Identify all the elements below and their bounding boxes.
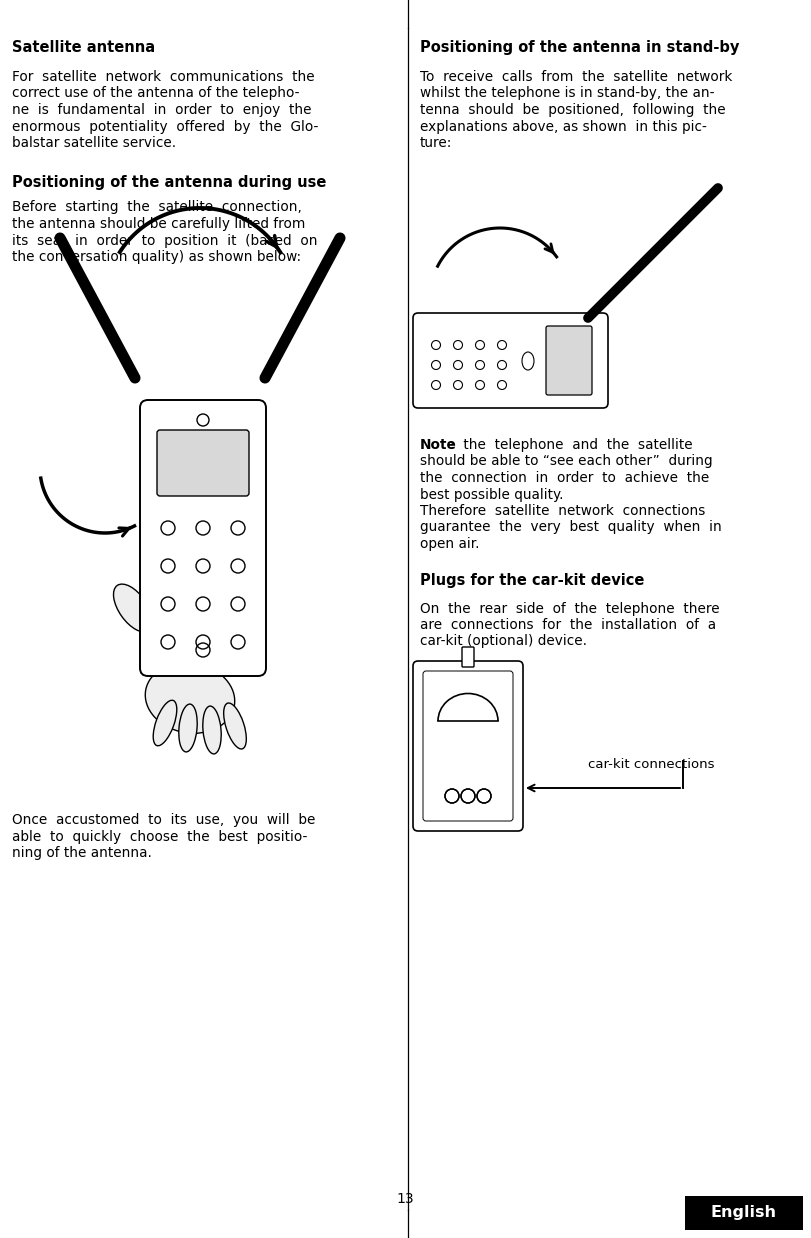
Text: its  seat  in  order  to  position  it  (based  on: its seat in order to position it (based … (12, 234, 317, 248)
Text: ne  is  fundamental  in  order  to  enjoy  the: ne is fundamental in order to enjoy the (12, 103, 311, 118)
Text: Satellite antenna: Satellite antenna (12, 40, 155, 54)
Text: whilst the telephone is in stand-by, the an-: whilst the telephone is in stand-by, the… (420, 87, 714, 100)
Text: the conversation quality) as shown below:: the conversation quality) as shown below… (12, 250, 301, 264)
Text: Therefore  satellite  network  connections: Therefore satellite network connections (420, 504, 706, 517)
Text: car-kit (optional) device.: car-kit (optional) device. (420, 635, 587, 649)
Text: For  satellite  network  communications  the: For satellite network communications the (12, 71, 315, 84)
Ellipse shape (224, 703, 247, 749)
Text: balstar satellite service.: balstar satellite service. (12, 136, 176, 150)
Text: Positioning of the antenna during use: Positioning of the antenna during use (12, 175, 326, 189)
FancyBboxPatch shape (413, 313, 608, 409)
Text: explanations above, as shown  in this pic-: explanations above, as shown in this pic… (420, 120, 707, 134)
Text: Plugs for the car-kit device: Plugs for the car-kit device (420, 573, 645, 588)
Text: :  the  telephone  and  the  satellite: : the telephone and the satellite (450, 438, 693, 452)
FancyBboxPatch shape (423, 671, 513, 821)
Text: guarantee  the  very  best  quality  when  in: guarantee the very best quality when in (420, 520, 722, 535)
Text: Before  starting  the  satellite  connection,: Before starting the satellite connection… (12, 201, 302, 214)
Text: tenna  should  be  positioned,  following  the: tenna should be positioned, following th… (420, 103, 726, 118)
Text: best possible quality.: best possible quality. (420, 488, 564, 501)
Ellipse shape (203, 706, 221, 754)
Ellipse shape (145, 662, 234, 733)
Text: open air.: open air. (420, 537, 479, 551)
Ellipse shape (522, 352, 534, 370)
FancyBboxPatch shape (546, 326, 592, 395)
Text: ture:: ture: (420, 136, 453, 150)
Text: the antenna should be carefully lifted from: the antenna should be carefully lifted f… (12, 217, 306, 232)
Text: On  the  rear  side  of  the  telephone  there: On the rear side of the telephone there (420, 602, 719, 615)
Text: Note: Note (420, 438, 457, 452)
Text: car-kit connections: car-kit connections (588, 758, 714, 771)
FancyBboxPatch shape (157, 430, 249, 496)
Ellipse shape (178, 704, 197, 751)
Ellipse shape (114, 584, 152, 631)
FancyBboxPatch shape (685, 1196, 803, 1231)
Text: English: English (711, 1206, 777, 1221)
Text: enormous  potentiality  offered  by  the  Glo-: enormous potentiality offered by the Glo… (12, 120, 319, 134)
Text: the  connection  in  order  to  achieve  the: the connection in order to achieve the (420, 470, 710, 485)
Text: are  connections  for  the  installation  of  a: are connections for the installation of … (420, 618, 716, 633)
Text: able  to  quickly  choose  the  best  positio-: able to quickly choose the best positio- (12, 829, 307, 843)
FancyBboxPatch shape (140, 400, 266, 676)
FancyBboxPatch shape (434, 780, 502, 812)
Text: 13: 13 (397, 1192, 414, 1206)
FancyBboxPatch shape (462, 647, 474, 667)
Text: correct use of the antenna of the telepho-: correct use of the antenna of the teleph… (12, 87, 299, 100)
Text: should be able to “see each other”  during: should be able to “see each other” durin… (420, 454, 713, 468)
Text: ning of the antenna.: ning of the antenna. (12, 846, 152, 860)
Ellipse shape (153, 701, 177, 745)
Text: Positioning of the antenna in stand-by: Positioning of the antenna in stand-by (420, 40, 740, 54)
FancyBboxPatch shape (413, 661, 523, 831)
Text: To  receive  calls  from  the  satellite  network: To receive calls from the satellite netw… (420, 71, 732, 84)
Text: Once  accustomed  to  its  use,  you  will  be: Once accustomed to its use, you will be (12, 813, 315, 827)
